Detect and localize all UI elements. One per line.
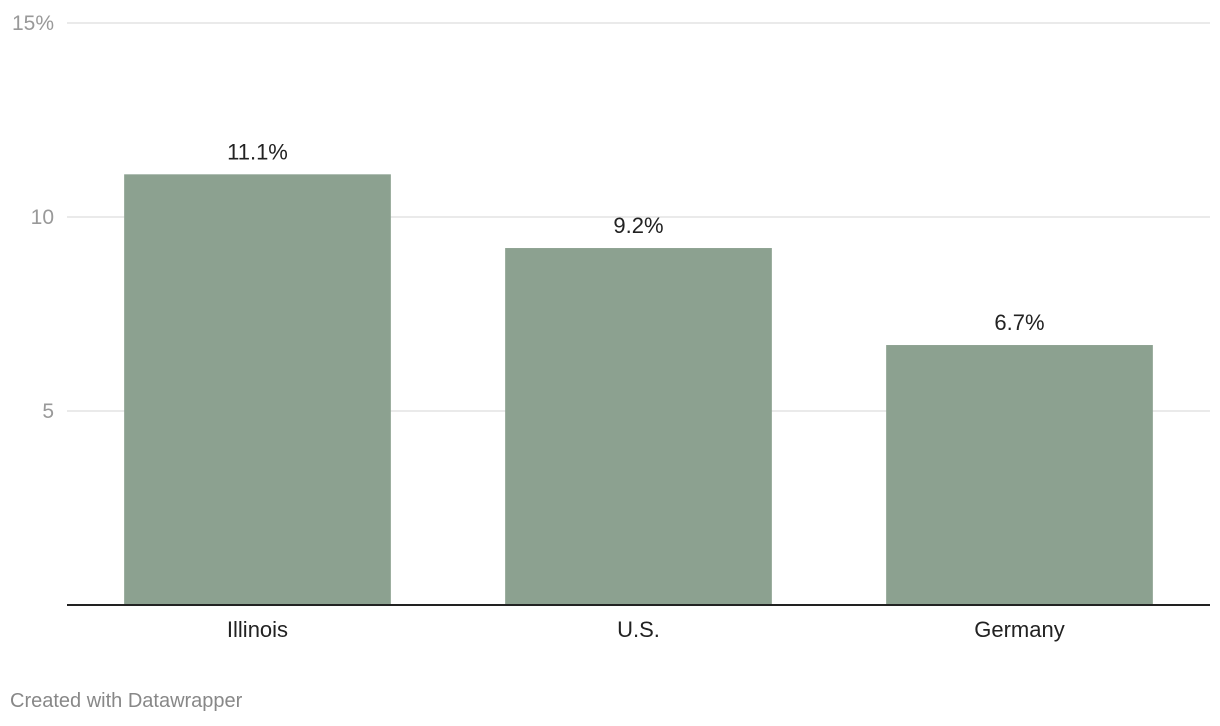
- x-category-label: U.S.: [617, 617, 660, 642]
- bar-value-label: 11.1%: [227, 139, 288, 164]
- datawrapper-credit[interactable]: Created with Datawrapper: [10, 690, 243, 712]
- bar-value-label: 6.7%: [994, 310, 1044, 335]
- bar: [886, 345, 1153, 605]
- y-tick-label: 10: [31, 206, 54, 229]
- x-category-label: Germany: [974, 617, 1064, 642]
- bar-chart: 5 10 15% 11.1% Illinois 9.2% U.S. 6.7% Germany: [12, 12, 1210, 642]
- bar: [124, 174, 391, 605]
- bar: [505, 248, 772, 606]
- x-category-label: Illinois: [227, 617, 288, 642]
- y-tick-label: 15%: [12, 12, 54, 35]
- bar-value-label: 9.2%: [613, 213, 663, 238]
- y-tick-label: 5: [42, 400, 54, 423]
